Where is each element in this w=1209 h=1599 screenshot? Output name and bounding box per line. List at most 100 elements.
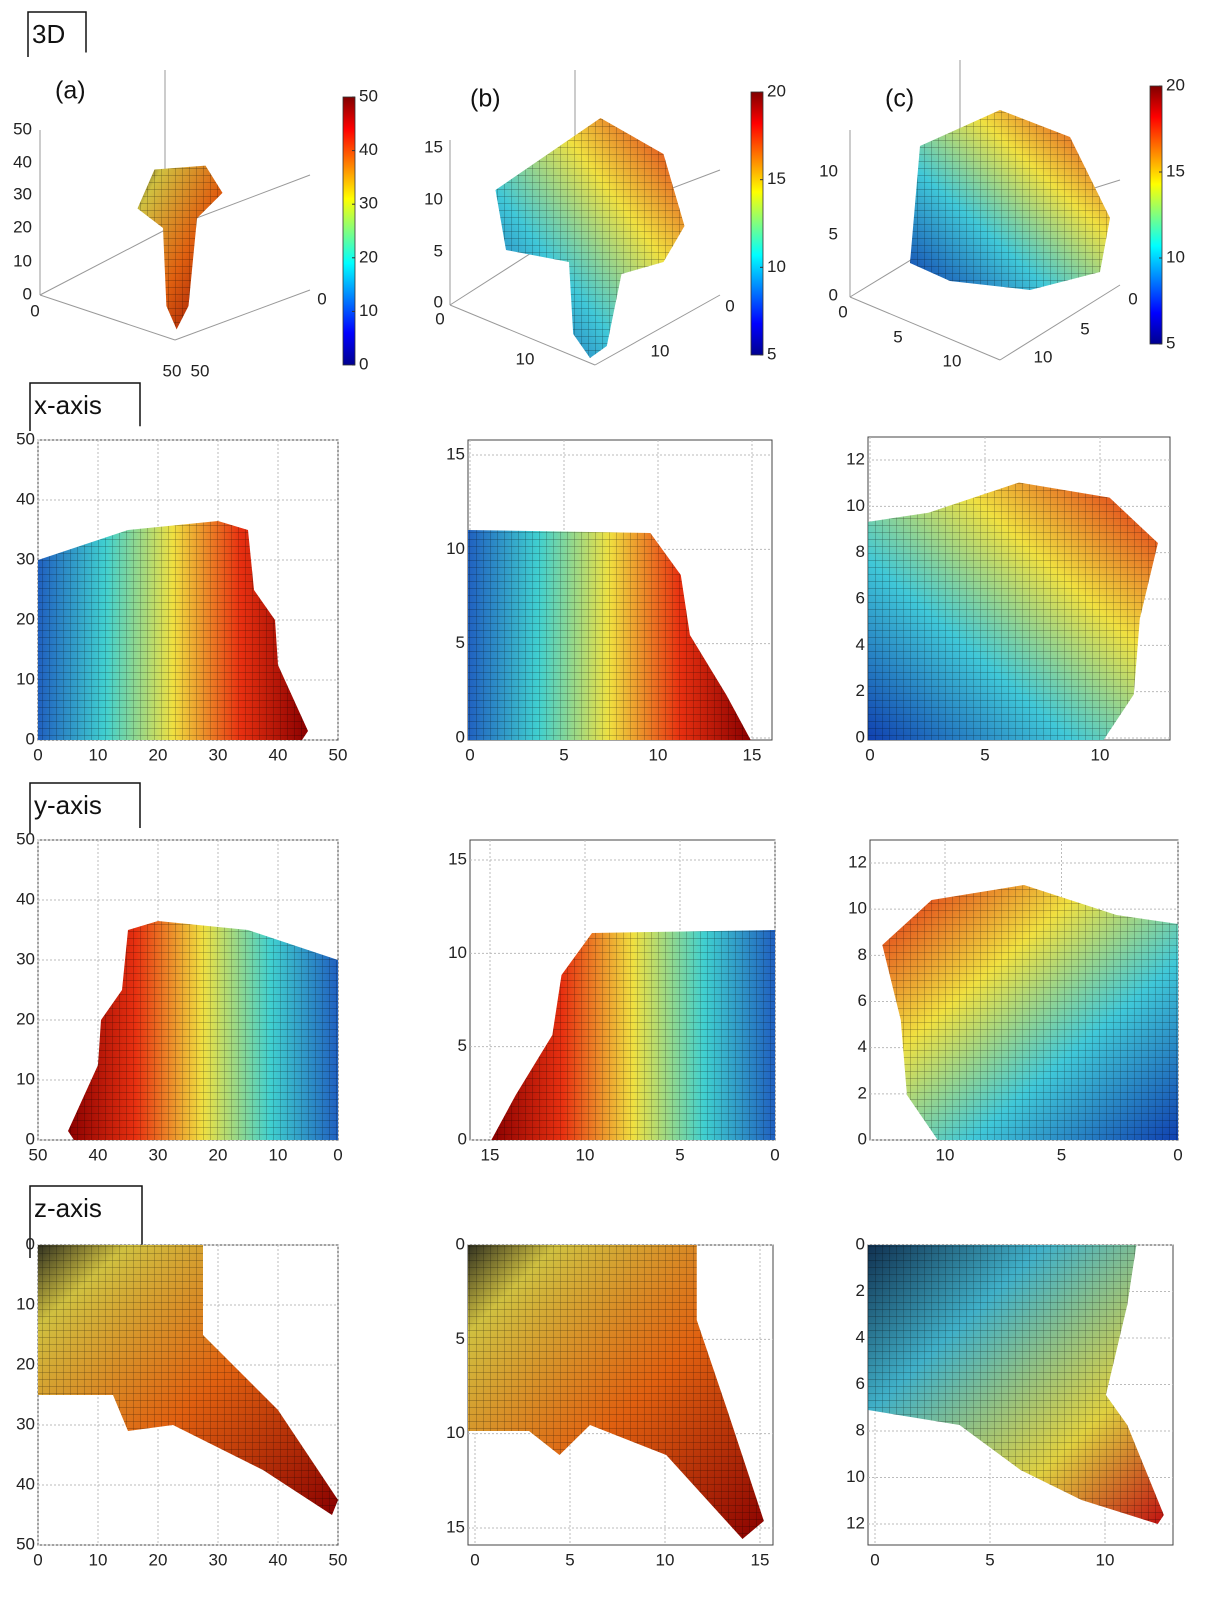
x-tick-label: 0 (865, 745, 874, 764)
y-tick-label: 0 (26, 729, 35, 748)
z-tick-label: 20 (13, 217, 32, 236)
surface-mesh (868, 1245, 1164, 1524)
colorbar-tick-label: 20 (1166, 75, 1185, 94)
colorbar-tick-label: 10 (1166, 247, 1185, 266)
floor-tick-label: 0 (1128, 289, 1137, 308)
y-tick-label: 6 (858, 991, 867, 1010)
surface-mesh (468, 1245, 764, 1539)
y-tick-label: 8 (856, 1420, 865, 1439)
x-tick-label: 15 (751, 1550, 770, 1569)
y-tick-label: 20 (16, 1009, 35, 1028)
y-tick-label: 10 (16, 669, 35, 688)
y-tick-label: 4 (856, 1327, 865, 1346)
floor-tick-label: 50 (163, 361, 182, 380)
colorbar-tick-label: 20 (767, 81, 786, 100)
colorbar-tick-label: 10 (767, 257, 786, 276)
axis-frame (999, 284, 1121, 361)
axis-frame (449, 304, 596, 366)
floor-tick-label: 10 (943, 351, 962, 370)
axis-frame (174, 289, 311, 341)
colorbar-tick-label: 15 (767, 169, 786, 188)
colorbar (750, 91, 764, 356)
surface-mesh (137, 165, 223, 330)
colorbar-tick-label: 20 (359, 247, 378, 266)
z-tick-label: 0 (434, 292, 443, 311)
row-label: 3D (32, 19, 65, 49)
y-tick-label: 0 (26, 1234, 35, 1253)
colorbar-tick-label: 40 (359, 140, 378, 159)
z-tick-label: 50 (13, 119, 32, 138)
x-tick-label: 0 (1173, 1145, 1182, 1164)
x-tick-label: 10 (936, 1145, 955, 1164)
row-label: z-axis (34, 1193, 102, 1223)
y-tick-label: 2 (858, 1083, 867, 1102)
colorbar-tick-label: 30 (359, 194, 378, 213)
y-tick-label: 15 (446, 444, 465, 463)
z-tick-label: 15 (424, 137, 443, 156)
y-tick-label: 10 (846, 496, 865, 515)
surface-mesh (868, 482, 1158, 740)
x-tick-label: 50 (329, 1550, 348, 1569)
y-tick-label: 4 (856, 635, 865, 654)
x-tick-label: 40 (269, 1550, 288, 1569)
z-tick-label: 0 (23, 284, 32, 303)
y-tick-label: 0 (856, 727, 865, 746)
surface-mesh (68, 921, 338, 1140)
x-tick-label: 0 (465, 745, 474, 764)
floor-tick-label: 5 (1080, 319, 1089, 338)
y-tick-label: 8 (858, 945, 867, 964)
y-tick-label: 5 (456, 1329, 465, 1348)
floor-tick-label: 0 (838, 302, 847, 321)
x-tick-label: 0 (333, 1145, 342, 1164)
x-tick-label: 15 (481, 1145, 500, 1164)
x-tick-label: 40 (89, 1145, 108, 1164)
y-tick-label: 5 (456, 633, 465, 652)
surface-mesh (882, 885, 1178, 1140)
y-tick-label: 6 (856, 588, 865, 607)
x-tick-label: 5 (559, 745, 568, 764)
y-tick-label: 15 (446, 1517, 465, 1536)
row-label: y-axis (34, 790, 102, 820)
y-tick-label: 50 (16, 1534, 35, 1553)
floor-tick-label: 5 (893, 327, 902, 346)
y-tick-label: 15 (448, 849, 467, 868)
x-tick-label: 10 (1096, 1550, 1115, 1569)
x-tick-label: 0 (33, 1550, 42, 1569)
x-tick-label: 10 (1091, 745, 1110, 764)
y-tick-label: 20 (16, 1354, 35, 1373)
floor-tick-label: 0 (317, 289, 326, 308)
z-tick-label: 5 (829, 224, 838, 243)
x-tick-label: 10 (269, 1145, 288, 1164)
y-tick-label: 2 (856, 681, 865, 700)
surface-mesh (910, 110, 1110, 290)
y-tick-label: 12 (848, 852, 867, 871)
x-tick-label: 0 (870, 1550, 879, 1569)
z-tick-label: 40 (13, 152, 32, 171)
colorbar (342, 96, 356, 366)
y-tick-label: 5 (458, 1036, 467, 1055)
surface-mesh (491, 930, 775, 1140)
colorbar-tick-label: 50 (359, 86, 378, 105)
y-tick-label: 30 (16, 1414, 35, 1433)
x-tick-label: 5 (1057, 1145, 1066, 1164)
x-tick-label: 30 (209, 1550, 228, 1569)
axis-frame (594, 294, 721, 366)
x-tick-label: 5 (980, 745, 989, 764)
y-tick-label: 0 (456, 727, 465, 746)
colorbar-tick-label: 15 (1166, 161, 1185, 180)
x-tick-label: 0 (470, 1550, 479, 1569)
y-tick-label: 30 (16, 949, 35, 968)
y-tick-label: 12 (846, 449, 865, 468)
x-tick-label: 30 (209, 745, 228, 764)
x-tick-label: 50 (329, 745, 348, 764)
y-tick-label: 2 (856, 1281, 865, 1300)
z-tick-label: 10 (819, 161, 838, 180)
floor-tick-label: 10 (516, 349, 535, 368)
z-tick-label: 10 (424, 189, 443, 208)
y-tick-label: 6 (856, 1374, 865, 1393)
surface-mesh (38, 521, 308, 740)
x-tick-label: 5 (565, 1550, 574, 1569)
z-tick-label: 30 (13, 184, 32, 203)
y-tick-label: 10 (448, 943, 467, 962)
